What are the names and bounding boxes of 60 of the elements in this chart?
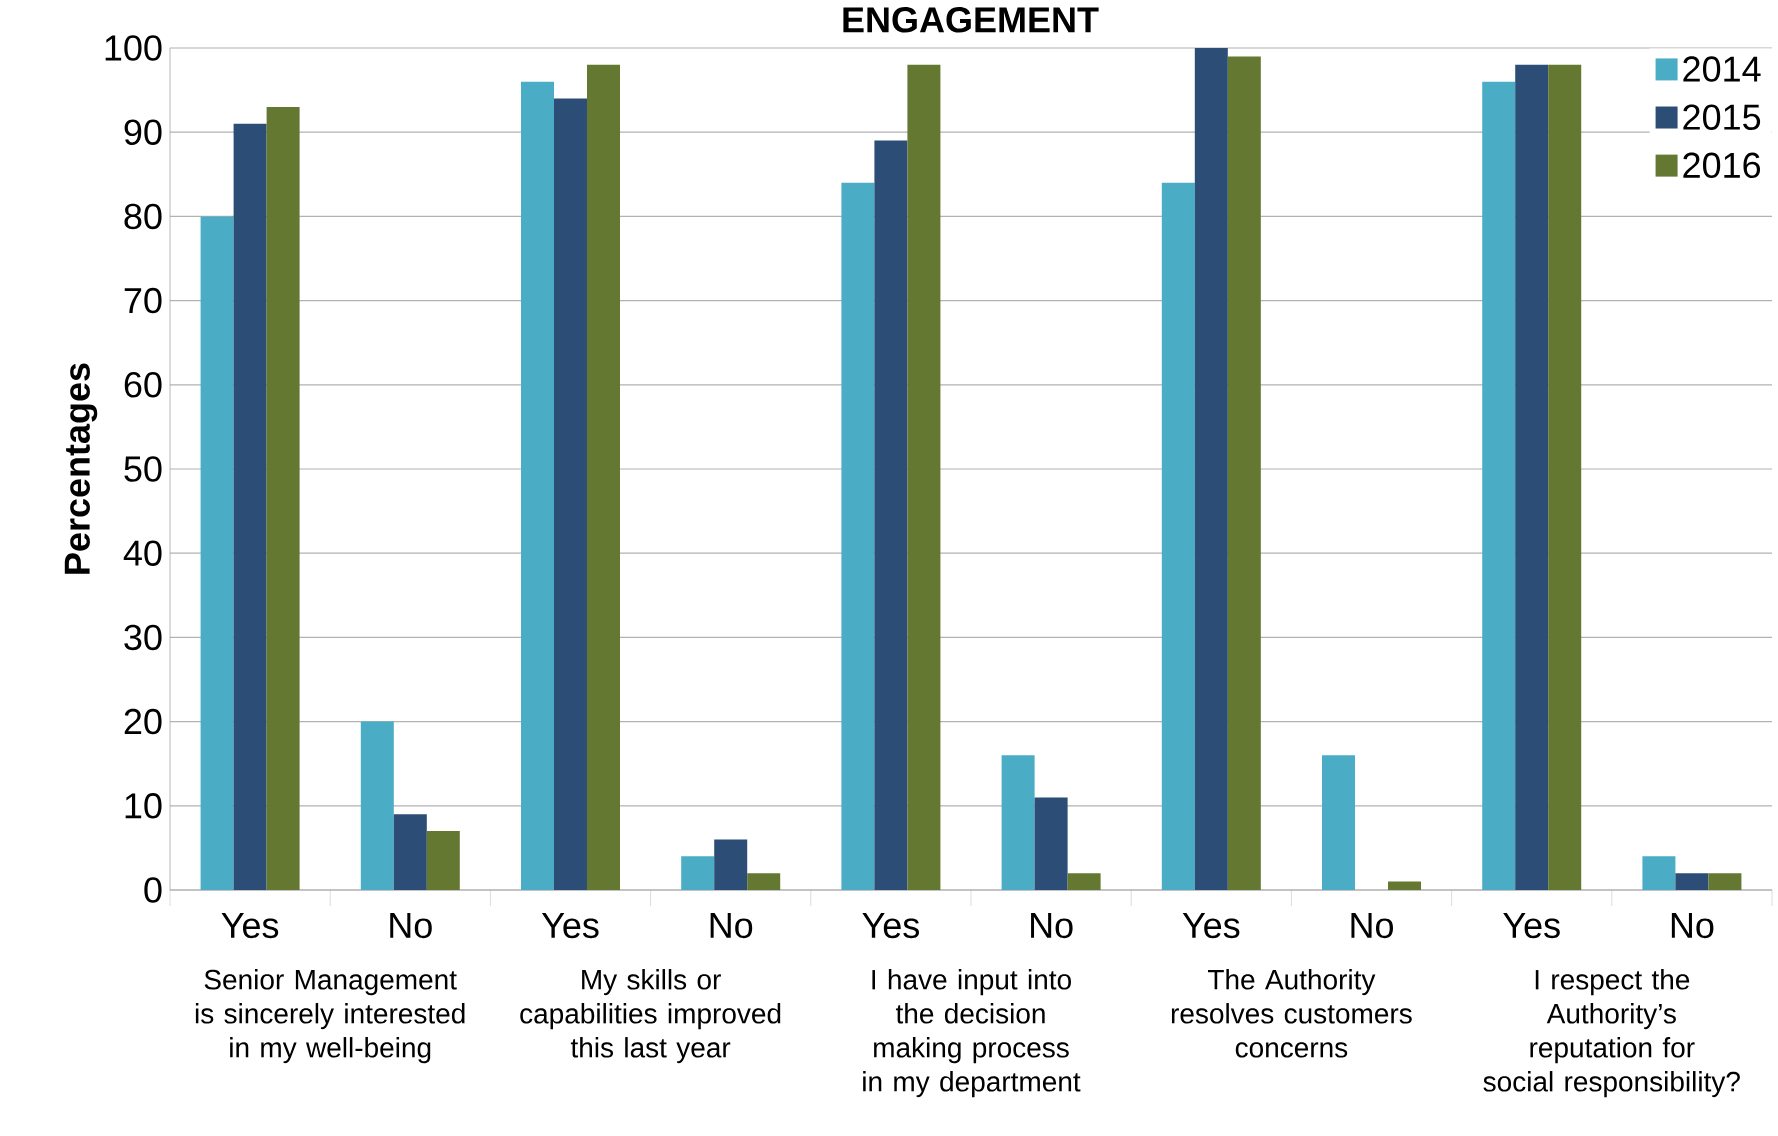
bar xyxy=(1388,881,1422,890)
legend-label: 2014 xyxy=(1683,56,1761,82)
y-tick-label: 30 xyxy=(124,624,162,651)
bar xyxy=(747,873,781,890)
x-tick-label: Yes xyxy=(541,913,599,939)
bar xyxy=(907,64,941,890)
text: I have input into the decision making process in my department xyxy=(863,969,1081,1098)
bar xyxy=(554,98,587,890)
y-tick-label: 0 xyxy=(144,877,162,903)
bar xyxy=(200,216,234,890)
y-tick-label: 100 xyxy=(105,35,162,61)
bar xyxy=(1482,81,1516,890)
bar xyxy=(1227,56,1261,890)
bar xyxy=(426,831,460,890)
bar xyxy=(681,856,715,890)
y-tick-label: 80 xyxy=(124,203,162,230)
x-tick-label: Yes xyxy=(1503,913,1560,939)
bar xyxy=(1708,873,1742,890)
legend-label: 2015 xyxy=(1683,104,1761,130)
bar xyxy=(360,721,394,890)
y-tick-label: 40 xyxy=(123,540,162,566)
y-tick-label: 50 xyxy=(124,456,162,482)
text: My skills or capabilities improved this last year xyxy=(520,969,781,1064)
x-tick-label: Yes xyxy=(1182,913,1240,939)
legend-label: 2016 xyxy=(1683,152,1761,179)
bar xyxy=(1675,873,1709,890)
text: The Authority resolves customers concerns xyxy=(1171,969,1412,1058)
x-tick-label: No xyxy=(390,913,432,939)
bar xyxy=(266,106,300,890)
x-tick-label: No xyxy=(710,913,753,939)
y-tick-label: 60 xyxy=(124,372,162,398)
y-axis-title: Percentages xyxy=(64,363,98,574)
bar xyxy=(1194,47,1228,890)
bar xyxy=(393,814,427,890)
bar xyxy=(1515,64,1549,890)
y-tick-label: 70 xyxy=(124,287,162,314)
bar xyxy=(714,839,748,890)
bar xyxy=(1034,797,1068,890)
bar xyxy=(1322,755,1356,890)
y-tick-label: 90 xyxy=(124,119,162,145)
bar xyxy=(1642,856,1676,890)
x-tick-label: No xyxy=(1031,913,1073,939)
bar xyxy=(521,81,554,890)
bar xyxy=(233,123,267,890)
x-tick-label: Yes xyxy=(862,913,919,939)
text: Senior Management is sincerely interested in my well-being xyxy=(195,969,465,1064)
bar xyxy=(587,64,621,890)
y-tick-label: 20 xyxy=(124,708,162,735)
x-tick-label: No xyxy=(1351,913,1393,939)
bar xyxy=(1001,755,1035,890)
chart-title: ENGAGEMENT xyxy=(843,7,1099,33)
bar xyxy=(1548,64,1582,890)
bar xyxy=(841,182,875,890)
y-tick-label: 10 xyxy=(125,793,162,819)
bar xyxy=(874,140,908,890)
bar xyxy=(1067,873,1101,890)
text: I respect the Authority’s reputation for social responsibility? xyxy=(1483,969,1740,1098)
x-tick-label: No xyxy=(1671,913,1714,939)
bar xyxy=(1161,182,1195,890)
x-tick-label: Yes xyxy=(221,913,279,939)
